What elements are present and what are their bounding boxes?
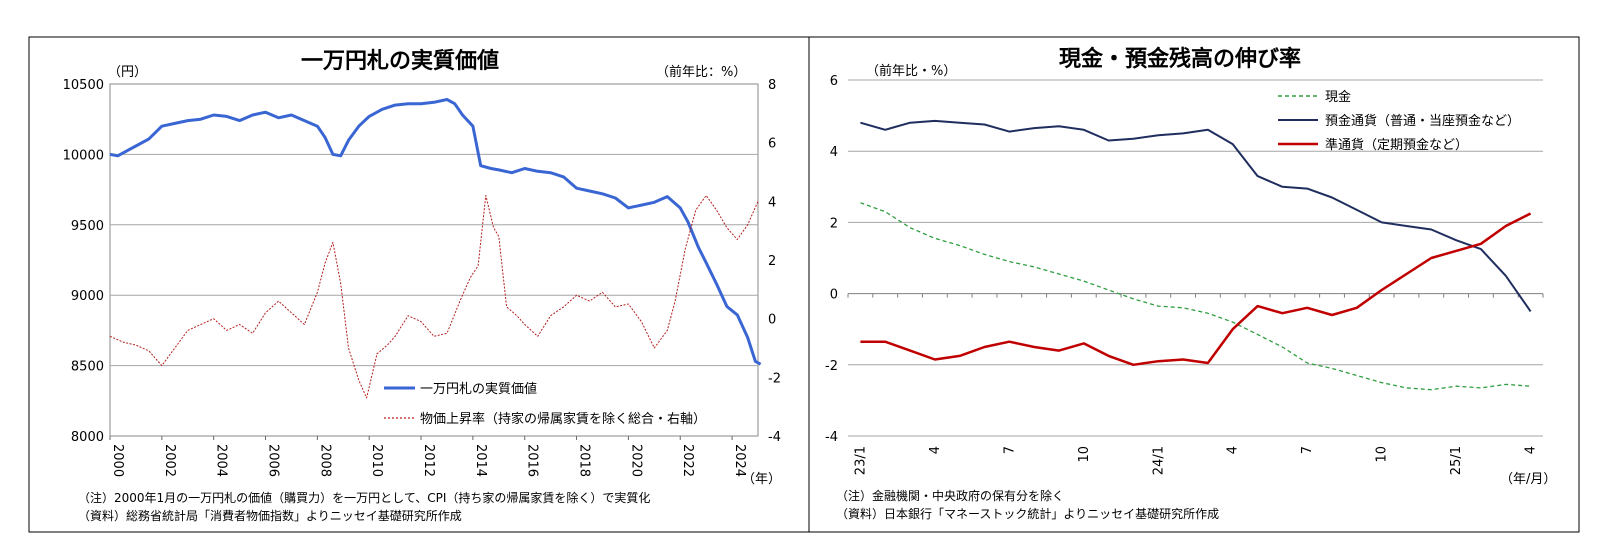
chart-1-x-tick-label: 2010: [369, 444, 384, 477]
chart-1-x-tick-label: 2008: [317, 444, 332, 477]
chart-1-left-axis-unit: （円）: [108, 65, 147, 80]
chart-1-legend-label-real-value: 一万円札の実質価値: [420, 381, 537, 397]
chart-2-series-demand-deposits: [860, 119, 1532, 312]
chart-1-left-tick-label: 10500: [63, 78, 104, 93]
chart-2-series: [860, 119, 1532, 391]
chart-1-right-tick-label: 8: [768, 78, 776, 93]
chart-1-x-axis-unit: （年）: [742, 472, 781, 487]
chart-2-legend-label-demand-deposits: 預金通貨（普通・当座預金など）: [1325, 113, 1520, 129]
chart-1-left-tick-label: 9500: [71, 219, 104, 234]
chart-2-y-tick-label: 4: [830, 145, 838, 160]
chart-2-x-tick-label: 4: [1226, 446, 1241, 454]
chart-1-title: 一万円札の実質価値: [301, 48, 499, 74]
chart-1-x-tick-label: 2006: [266, 444, 281, 477]
chart-1-right-tick-label: -2: [768, 371, 781, 386]
chart-1-x-tick-label: 2012: [421, 444, 436, 477]
chart-2-x-tick-label: 7: [1300, 446, 1315, 454]
chart-1-ticks: 8000 8500 9000 9500 10000 10500 -4 -2 0 2 4 6 8 2000 2…: [63, 78, 781, 477]
chart-1-left-tick-label: 8000: [71, 430, 104, 445]
chart-1-left-tick-label: 8500: [71, 360, 104, 375]
chart-1: 8000 8500 9000 9500 10000 10500 -4 -2 0 2 4 6 8 2000 2…: [28, 36, 810, 533]
chart-1-plot-area: [109, 83, 759, 437]
chart-2-note: （注）金融機関・中央政府の保有分を除く: [836, 488, 1064, 503]
chart-1-x-tick-label: 2004: [214, 444, 229, 477]
chart-1-series: [109, 98, 762, 399]
chart-2-legend-label-cash: 現金: [1325, 89, 1351, 105]
chart-2-x-tick-label: 4: [928, 446, 943, 454]
chart-2-y-tick-label: -4: [825, 430, 838, 445]
chart-2-legend: 現金 預金通貨（普通・当座預金など） 準通貨（定期預金など）: [1278, 89, 1520, 153]
chart-2-x-tick-label: 7: [1002, 446, 1017, 454]
chart-1-x-tick-label: 2016: [525, 444, 540, 477]
chart-1-right-tick-label: 0: [768, 313, 776, 328]
chart-1-note: （注）2000年1月の一万円札の価値（購買力）を一万円として、CPI（持ち家の帰…: [78, 490, 650, 505]
chart-1-right-tick-label: 6: [768, 137, 776, 152]
chart-2-gridlines: [848, 79, 1543, 437]
chart-2-series-cash: [860, 202, 1531, 391]
chart-1-right-tick-label: 2: [768, 254, 776, 269]
chart-1-legend-label-inflation: 物価上昇率（持家の帰属家賃を除く総合・右軸）: [420, 411, 706, 427]
chart-2-y-tick-label: 2: [830, 216, 838, 231]
chart-2-title: 現金・預金残高の伸び率: [1059, 46, 1301, 72]
chart-2-legend-label-quasi-money: 準通貨（定期預金など）: [1325, 137, 1468, 153]
chart-1-x-tick-label: 2022: [680, 444, 695, 477]
chart-1-series-real-value: [109, 98, 762, 366]
chart-1-source: （資料）総務省統計局「消費者物価指数」よりニッセイ基礎研究所作成: [78, 508, 462, 523]
chart-2-x-tick-label: 10: [1375, 446, 1390, 463]
chart-1-legend: 一万円札の実質価値 物価上昇率（持家の帰属家賃を除く総合・右軸）: [384, 381, 706, 427]
chart-2-x-tick-label: 23/1: [853, 446, 868, 475]
chart-2-x-tick-label: 10: [1077, 446, 1092, 463]
chart-1-gridlines: [110, 153, 758, 367]
chart-1-x-tick-label: 2024: [732, 444, 747, 477]
chart-2: -4 -2 0 2 4 6 23/1 4 7 10 24/1 4 7 10 25/1 4 現金・預金残高の伸び…: [808, 36, 1580, 533]
chart-2-series-quasi-money: [860, 212, 1532, 367]
chart-2-frame: [808, 36, 1580, 533]
chart-2-x-tick-label: 25/1: [1449, 446, 1464, 475]
chart-2-y-tick-label: 6: [830, 74, 838, 89]
chart-1-left-tick-label: 10000: [63, 148, 104, 163]
chart-2-x-axis-unit: （年/月）: [1500, 472, 1556, 487]
chart-2-source: （資料）日本銀行「マネーストック統計」よりニッセイ基礎研究所作成: [836, 506, 1219, 521]
chart-2-y-tick-label: -2: [825, 359, 838, 374]
chart-1-series-inflation: [109, 195, 759, 399]
chart-1-right-tick-label: -4: [768, 430, 781, 445]
chart-1-x-tick-label: 2000: [110, 444, 125, 477]
chart-2-x-tick-label: 4: [1524, 446, 1539, 454]
chart-1-right-axis-unit: （前年比：%）: [656, 64, 746, 80]
chart-1-right-tick-label: 4: [768, 195, 776, 210]
chart-1-x-tick-label: 2018: [577, 444, 592, 477]
chart-2-x-tick-label: 24/1: [1151, 446, 1166, 475]
chart-2-y-tick-label: 0: [830, 288, 838, 303]
chart-1-x-tick-label: 2020: [628, 444, 643, 477]
chart-1-x-tick-label: 2002: [162, 444, 177, 477]
chart-1-left-tick-label: 9000: [71, 289, 104, 304]
chart-1-x-tick-label: 2014: [473, 444, 488, 477]
chart-2-y-axis-unit: （前年比・%）: [866, 63, 956, 79]
